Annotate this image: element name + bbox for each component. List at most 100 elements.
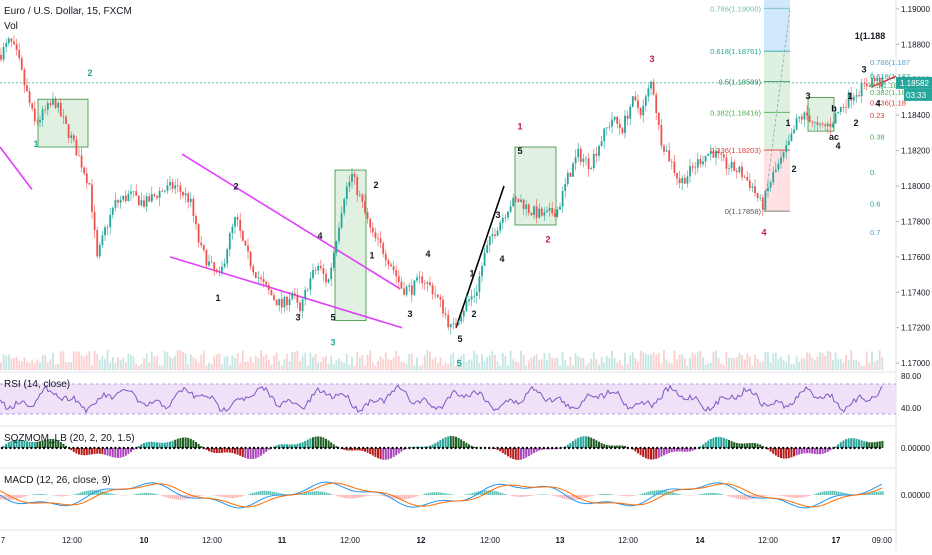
candle-body <box>229 233 231 249</box>
candle-body <box>806 113 808 116</box>
volume-bar <box>125 362 127 370</box>
volume-bar <box>346 353 348 370</box>
volume-bar <box>577 356 579 370</box>
candle-body <box>185 193 187 195</box>
macd-hist-bar <box>820 492 822 495</box>
volume-bar <box>551 357 553 370</box>
sqzmom-bar <box>146 442 148 448</box>
volume-label: Vol <box>4 21 18 32</box>
macd-hist-bar <box>16 495 18 499</box>
candle-body <box>497 231 499 236</box>
macd-hist-bar <box>474 492 476 495</box>
sqzmom-dot <box>496 447 498 449</box>
volume-bar <box>775 353 777 370</box>
candle-body <box>811 122 813 123</box>
sqzmom-dot <box>148 447 150 449</box>
volume-bar <box>206 366 208 370</box>
macd-hist-bar <box>542 494 544 495</box>
rsi-indicator-name[interactable]: RSI (14, close) <box>4 379 70 390</box>
macd-hist-bar <box>788 495 790 497</box>
sqzmom-bar <box>387 448 389 459</box>
candle-body <box>484 253 486 266</box>
macd-hist-bar <box>556 495 558 497</box>
wave-box <box>335 170 366 321</box>
candle-body <box>463 311 465 317</box>
sqzmom-bar <box>814 448 816 454</box>
volume-bar <box>564 360 566 370</box>
candle-body <box>24 70 26 86</box>
sqzmom-dot <box>190 447 192 449</box>
volume-bar <box>226 356 228 370</box>
sqzmom-dot <box>564 447 566 449</box>
volume-bar <box>845 355 847 370</box>
volume-bar <box>499 366 501 370</box>
volume-bar <box>219 354 221 370</box>
volume-bar <box>307 366 309 370</box>
candle-body <box>843 107 845 108</box>
sqzmom-dot <box>811 447 813 449</box>
sqzmom-dot <box>660 447 662 449</box>
volume-bar <box>427 350 429 370</box>
macd-hist-bar <box>626 495 628 496</box>
wave-label: 4 <box>875 98 880 108</box>
fib-level-label: 0.236(1.18203) <box>710 146 761 155</box>
sqzmom-bar <box>432 445 434 448</box>
sqzmom-dot <box>719 447 721 449</box>
macd-hist-bar <box>76 494 78 495</box>
candle-body <box>180 186 182 192</box>
volume-bar <box>195 359 197 370</box>
candle-body <box>632 96 634 106</box>
macd-hist-bar <box>504 494 506 495</box>
volume-bar <box>489 355 491 370</box>
y-tick-label: 1.18200 <box>901 147 930 156</box>
sqzmom-dot <box>711 447 713 449</box>
volume-bar <box>24 357 26 370</box>
sqzmom-indicator-name[interactable]: SQZMOM_LB (20, 2, 20, 1.5) <box>4 433 135 444</box>
volume-bar <box>359 357 361 370</box>
volume-bar <box>169 357 171 370</box>
fib-level-label: 0.382(1.18 <box>870 88 906 97</box>
volume-bar <box>382 359 384 370</box>
sqzmom-dot <box>727 447 729 449</box>
macd-hist-bar <box>316 491 318 495</box>
candle-body <box>362 195 364 202</box>
x-tick-label: 7 <box>1 536 6 545</box>
sqzmom-bar <box>257 448 259 457</box>
macd-hist-bar <box>620 495 622 496</box>
candle-body <box>564 184 566 191</box>
volume-bar <box>702 358 704 370</box>
candle-body <box>817 122 819 125</box>
macd-hist-bar <box>84 491 86 495</box>
macd-hist-bar <box>790 495 792 497</box>
volume-bar <box>570 357 572 370</box>
macd-hist-bar <box>450 494 452 495</box>
macd-hist-bar <box>698 494 700 495</box>
macd-hist-bar <box>470 493 472 495</box>
candle-body <box>291 293 293 298</box>
volume-bar <box>271 365 273 370</box>
sqzmom-dot <box>72 447 74 449</box>
sqzmom-bar <box>260 448 262 456</box>
sqzmom-bar <box>112 448 114 457</box>
sqzmom-bar <box>637 448 639 453</box>
macd-hist-bar <box>358 495 360 498</box>
macd-hist-bar <box>228 495 230 498</box>
candle-body <box>112 208 114 215</box>
macd-hist-bar <box>736 495 738 499</box>
macd-hist-bar <box>326 493 328 495</box>
volume-bar <box>479 363 481 370</box>
volume-bar <box>44 355 46 370</box>
sqzmom-dot <box>450 447 452 449</box>
macd-hist-bar <box>170 495 172 499</box>
macd-hist-bar <box>410 495 412 498</box>
macd-hist-bar <box>198 495 200 496</box>
sqzmom-bar <box>783 448 785 459</box>
candle-body <box>814 122 816 123</box>
candle-body <box>50 103 52 105</box>
macd-hist-bar <box>312 491 314 495</box>
macd-hist-bar <box>442 493 444 495</box>
macd-indicator-name[interactable]: MACD (12, 26, close, 9) <box>4 475 111 486</box>
sqzmom-dot <box>387 447 389 449</box>
rsi-band <box>0 384 896 414</box>
